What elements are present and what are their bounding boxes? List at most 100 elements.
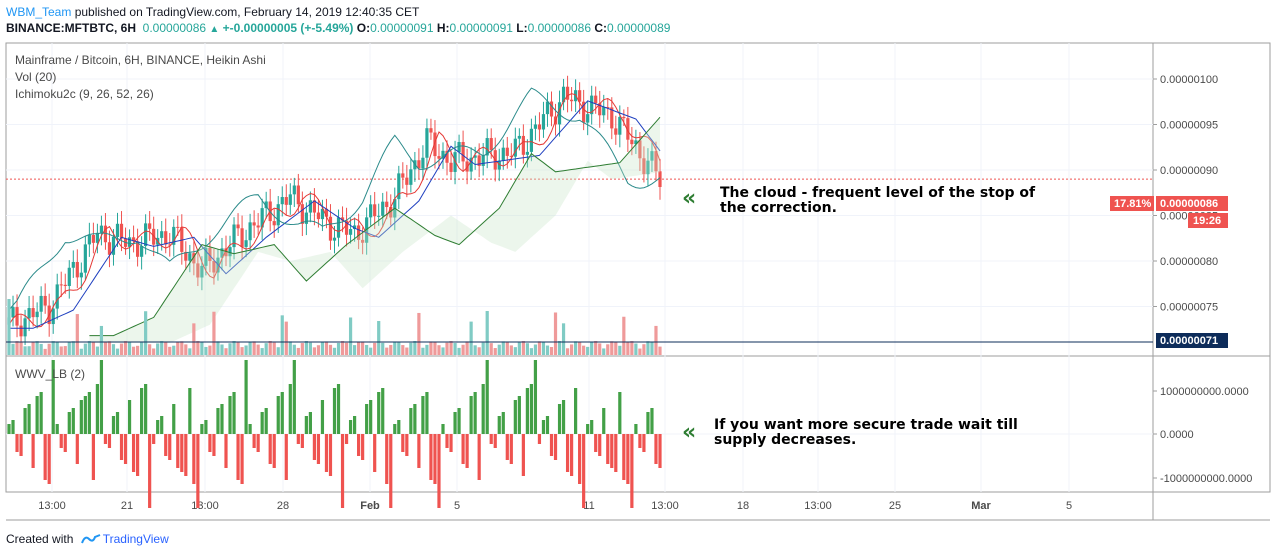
candle-body: [111, 236, 116, 255]
volume-bar: [140, 341, 144, 355]
candle-body: [489, 138, 493, 151]
wwv-legend[interactable]: WWV_LB (2): [15, 367, 86, 381]
volume-bar: [95, 346, 100, 355]
volume-bar: [352, 345, 357, 355]
candle-body: [87, 235, 91, 245]
candle-body: [658, 171, 662, 187]
wwv-bar: [284, 434, 288, 480]
wwv-bar: [549, 434, 554, 456]
volume-bar: [35, 341, 39, 355]
candle-body: [240, 228, 244, 247]
wwv-bar: [220, 404, 224, 434]
candle-body: [208, 247, 212, 261]
wwv-bar: [236, 434, 240, 480]
volume-bar: [622, 316, 626, 355]
candle-body: [590, 95, 594, 115]
volume-bar: [288, 341, 292, 355]
tradingview-brand[interactable]: TradingView: [102, 532, 169, 546]
wwv-bar: [513, 400, 517, 434]
wwv-bar: [144, 384, 148, 434]
candle-body: [252, 222, 256, 226]
candle-body: [421, 157, 425, 169]
wwv-bar: [176, 434, 180, 468]
volume-bar: [533, 344, 538, 355]
wwv-bar: [429, 434, 433, 480]
volume-bar: [549, 347, 554, 355]
candle-body: [485, 138, 489, 156]
wwv-bar: [373, 434, 377, 472]
ichimoku-legend[interactable]: Ichimoku2c (9, 26, 52, 26): [15, 87, 154, 101]
volume-bar: [268, 341, 272, 355]
wwv-bar: [252, 434, 256, 448]
volume-bar: [421, 347, 425, 355]
lagging-span-line: [8, 87, 661, 311]
volume-bar: [208, 345, 212, 355]
candle-body: [15, 307, 19, 326]
candle-body: [336, 217, 341, 238]
candle-body: [646, 160, 650, 175]
volume-bar: [513, 347, 517, 355]
wwv-bar: [586, 424, 590, 434]
volume-bar: [485, 311, 489, 355]
candle-body: [284, 197, 288, 205]
candle-body: [99, 225, 104, 233]
candle-body: [71, 261, 75, 268]
wwv-bar: [111, 416, 116, 434]
price-tick-label: 0.00000090: [1160, 165, 1218, 177]
hline-label: 0.00000071: [1160, 335, 1218, 347]
volume-bar: [71, 341, 75, 355]
wwv-bar: [574, 388, 578, 434]
volume-bar: [31, 342, 35, 355]
wwv-bar: [397, 420, 401, 434]
kijun-line: [9, 100, 661, 329]
candle-body: [557, 102, 562, 125]
volume-bar: [300, 343, 304, 355]
publisher-link[interactable]: WBM_Team: [6, 5, 72, 19]
volume-bar: [164, 342, 168, 355]
wwv-bar: [280, 392, 284, 434]
volume-bar: [228, 343, 232, 355]
candle-body: [236, 224, 240, 229]
volume-bar: [168, 346, 172, 355]
wwv-bar: [292, 360, 296, 434]
candle-body: [650, 151, 654, 161]
volume-bar: [284, 321, 288, 355]
candle-body: [397, 173, 401, 200]
wwv-bar: [453, 412, 457, 434]
candle-body: [344, 220, 349, 235]
volume-bar: [634, 343, 638, 355]
volume-bar: [75, 314, 79, 355]
candle-body: [401, 173, 405, 178]
wwv-bar: [272, 434, 276, 468]
candle-body: [610, 107, 614, 129]
candle-body: [586, 114, 590, 123]
candle-body: [264, 201, 268, 209]
volume-bar: [565, 348, 570, 355]
volume-legend[interactable]: Vol (20): [15, 70, 57, 84]
wwv-bar: [529, 384, 534, 434]
candle-body: [561, 86, 566, 103]
volume-bar: [83, 343, 87, 355]
volume-bar: [79, 348, 83, 355]
volume-bar: [569, 344, 574, 355]
wwv-bar: [244, 360, 248, 434]
volume-bar: [180, 341, 184, 355]
wwv-bar: [91, 434, 95, 480]
candle-body: [224, 248, 228, 257]
wwv-bar: [304, 416, 308, 434]
volume-bar: [389, 344, 393, 355]
ichimoku-cloud: [89, 117, 660, 343]
wwv-bar: [598, 434, 602, 456]
volume-bar: [39, 343, 43, 355]
volume-bar: [244, 345, 248, 355]
volume-bar: [320, 341, 325, 355]
volume-bar: [107, 341, 112, 355]
time-tick-label: 18: [737, 500, 749, 512]
volume-bar: [292, 344, 296, 355]
volume-bar: [381, 342, 385, 355]
open-value: 0.00000091: [370, 21, 434, 35]
wwv-bar: [180, 434, 184, 472]
candle-body: [598, 103, 602, 116]
volume-bar: [413, 341, 417, 355]
